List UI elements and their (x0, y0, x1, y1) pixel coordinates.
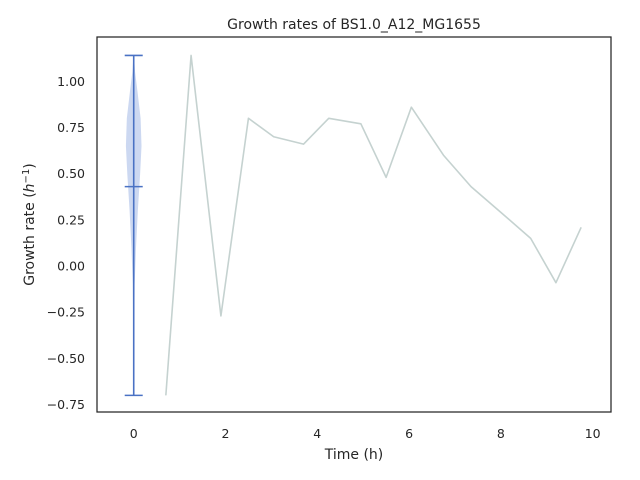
y-tick-label: 1.00 (57, 74, 85, 89)
y-axis-label: Growth rate (h−1) (21, 163, 39, 286)
y-axis-label-exponent: −1 (21, 169, 32, 184)
x-tick-label: 6 (405, 426, 413, 441)
x-tick-label: 10 (585, 426, 601, 441)
x-axis-ticks: 0 2 4 6 8 10 (130, 426, 601, 441)
chart-title: Growth rates of BS1.0_A12_MG1655 (227, 17, 481, 33)
y-axis-ticks: −0.75 −0.50 −0.25 0.00 0.25 0.50 0.75 1.00 (47, 74, 85, 412)
y-axis-label-variable: h (22, 183, 38, 192)
x-tick-label: 4 (313, 426, 321, 441)
y-tick-label: 0.25 (57, 212, 85, 227)
y-axis-label-suffix: ) (22, 163, 38, 168)
plot-frame (96, 36, 612, 413)
y-tick-label: −0.25 (47, 305, 85, 320)
y-tick-label: −0.75 (47, 397, 85, 412)
x-tick-label: 2 (222, 426, 230, 441)
growth-rate-line (165, 54, 582, 396)
y-tick-label: 0.50 (57, 166, 85, 181)
y-axis-label-prefix: Growth rate ( (22, 192, 38, 285)
x-axis-label: Time (h) (324, 447, 384, 463)
series-layer (165, 54, 582, 396)
violin-layer (124, 54, 143, 397)
y-tick-label: 0.00 (57, 259, 85, 274)
y-tick-label: −0.50 (47, 351, 85, 366)
x-tick-label: 0 (130, 426, 138, 441)
y-tick-label: 0.75 (57, 120, 85, 135)
x-tick-label: 8 (497, 426, 505, 441)
